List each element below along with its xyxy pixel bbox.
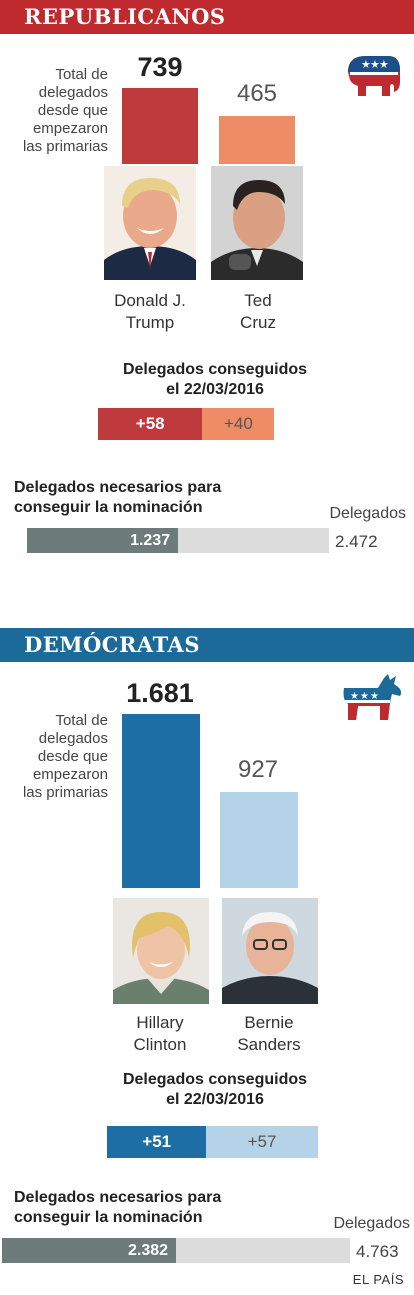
svg-text:★: ★ <box>370 58 380 71</box>
cruz-gain-label: +40 <box>223 414 253 433</box>
svg-text:★: ★ <box>360 691 369 702</box>
rep-total-delegates-value: 2.472 <box>335 532 378 551</box>
clinton-total-label: 1.681 <box>126 678 194 709</box>
dem-needed-bar <box>2 1238 177 1263</box>
sanders-gain-label: +57 <box>247 1132 277 1151</box>
svg-text:★: ★ <box>379 58 389 71</box>
trump-name: Donald J. Trump <box>114 291 186 332</box>
trump-gain-label: +58 <box>135 414 165 433</box>
trump-gain-bar <box>98 408 203 440</box>
cruz-total-label: 465 <box>236 79 278 107</box>
sanders-total-bar <box>220 792 298 888</box>
cruz-photo <box>211 166 303 280</box>
rep-needed-value: 1.237 <box>130 532 171 549</box>
rep-header <box>0 0 414 34</box>
dem-needed-value: 2.382 <box>127 1242 169 1259</box>
sanders-gain-bar <box>206 1126 318 1158</box>
donkey-icon: ★ ★ ★ <box>343 674 402 720</box>
dem-gained-title: Delegados conseguidos el 22/03/2016 <box>122 1071 308 1108</box>
clinton-name: Hillary Clinton <box>133 1013 187 1054</box>
dem-needed-title: Delegados necesarios para conseguir la n… <box>14 1189 222 1226</box>
clinton-gain-bar <box>107 1126 207 1158</box>
svg-text:★: ★ <box>370 691 379 702</box>
rep-needed-bar <box>27 528 179 553</box>
rep-total-label: Total de delegados desde que empezaron l… <box>22 66 108 155</box>
rep-gained-title: Delegados conseguidos el 22/03/2016 <box>122 361 308 398</box>
clinton-gain-label: +51 <box>142 1132 172 1151</box>
sanders-photo <box>222 898 318 1004</box>
rep-needed-title: Delegados necesarios para conseguir la n… <box>14 479 222 516</box>
svg-text:★: ★ <box>350 691 359 702</box>
clinton-total-bar <box>122 714 200 888</box>
trump-photo <box>104 166 196 280</box>
svg-text:★: ★ <box>361 58 371 71</box>
trump-total-bar <box>122 87 198 164</box>
dem-title: DEMÓCRATAS <box>24 632 201 657</box>
cruz-name: Ted Cruz <box>240 291 276 332</box>
clinton-photo <box>113 898 209 1004</box>
elephant-icon: ★ ★ ★ <box>348 56 400 96</box>
dem-header <box>0 628 414 662</box>
dem-total-delegates-value: 4.763 <box>356 1242 399 1261</box>
rep-title: REPUBLICANOS <box>24 4 226 29</box>
dem-total-delegates-label: Delegados <box>333 1215 411 1232</box>
sanders-total-label: 927 <box>237 756 279 784</box>
rep-total-delegates-label: Delegados <box>329 505 407 522</box>
dem-total-label: Total de delegados desde que empezaron l… <box>22 712 108 801</box>
cruz-gain-bar <box>202 408 275 440</box>
cruz-total-bar <box>219 115 295 164</box>
credit: EL PAÍS <box>352 1272 404 1287</box>
trump-total-label: 739 <box>137 51 183 82</box>
sanders-name: Bernie Sanders <box>237 1013 301 1054</box>
